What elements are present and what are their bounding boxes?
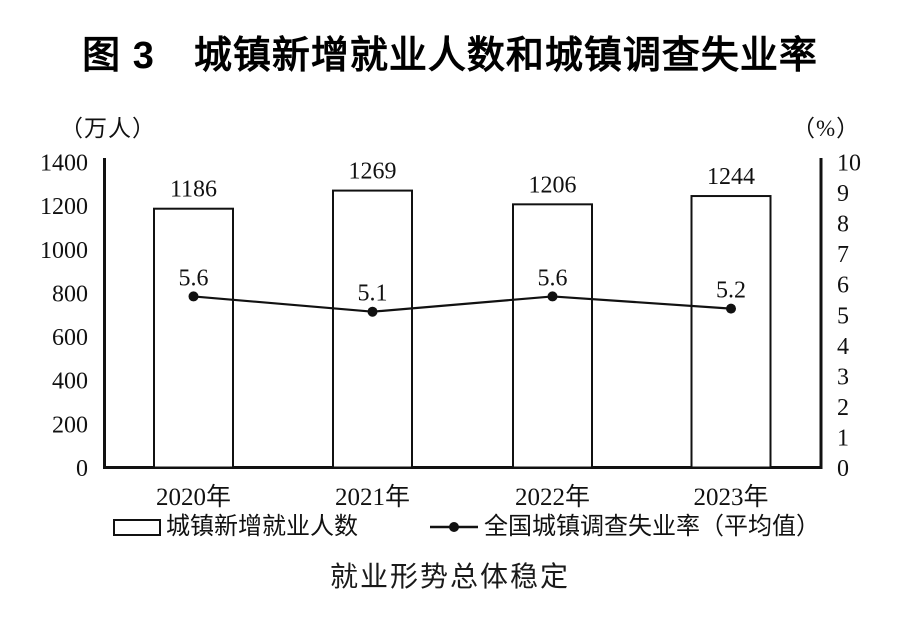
line-value-label: 5.2 — [716, 278, 746, 304]
left-axis-unit-label: （万人） — [60, 116, 156, 141]
right-axis-tick-label: 8 — [837, 212, 849, 238]
bar-2023年 — [690, 195, 772, 469]
line-series-label: 全国城镇调查失业率（平均值） — [484, 514, 820, 540]
bar-2020年 — [153, 207, 234, 469]
left-axis-tick-label: 1400 — [40, 151, 88, 177]
right-axis-tick-label: 1 — [837, 425, 849, 451]
line-value-label: 5.6 — [179, 265, 209, 291]
legend-item-bars: 城镇新增就业人数 — [113, 513, 358, 541]
bar-value-label: 1244 — [707, 164, 755, 190]
right-axis-tick-label: 2 — [837, 395, 849, 421]
x-axis-category-label: 2020年 — [156, 483, 231, 511]
right-axis-tick-label: 10 — [837, 151, 861, 177]
right-axis-unit-label: （%） — [792, 116, 861, 141]
x-axis-category-label: 2022年 — [515, 483, 590, 511]
left-axis-tick-label: 600 — [52, 325, 88, 351]
chart-title: 图 3 城镇新增就业人数和城镇调查失业率 — [82, 35, 818, 77]
left-axis-tick-label: 800 — [52, 281, 88, 307]
line-value-label: 5.6 — [538, 265, 568, 291]
line-series-swatch-icon — [430, 522, 478, 532]
bar-value-label: 1269 — [349, 159, 397, 185]
line-point-2022年 — [547, 291, 558, 302]
right-axis-tick-label: 9 — [837, 181, 849, 207]
left-axis-tick-label: 1200 — [40, 194, 88, 220]
line-value-label: 5.1 — [358, 281, 388, 307]
right-axis-tick-label: 0 — [837, 456, 849, 482]
bar-2021年 — [332, 189, 413, 469]
right-axis-tick-label: 7 — [837, 242, 849, 268]
bar-series-swatch-icon — [113, 518, 161, 536]
bar-value-label: 1186 — [170, 177, 217, 203]
bar-2022年 — [512, 203, 593, 469]
right-axis-tick-label: 5 — [837, 303, 849, 329]
right-axis-tick-label: 6 — [837, 273, 849, 299]
chart-legend: 城镇新增就业人数 全国城镇调查失业率（平均值） — [0, 513, 900, 543]
line-point-2023年 — [726, 303, 736, 314]
left-axis-tick-label: 1000 — [40, 238, 88, 264]
right-axis-tick-label: 3 — [837, 364, 849, 390]
unemployment-rate-line — [193, 295, 732, 313]
x-axis-category-label: 2021年 — [335, 483, 410, 511]
bar-series-label: 城镇新增就业人数 — [166, 514, 358, 540]
right-axis-tick-label: 4 — [837, 334, 849, 360]
line-point-2020年 — [188, 291, 199, 302]
figure-caption: 就业形势总体稳定 — [329, 562, 570, 593]
legend-item-line: 全国城镇调查失业率（平均值） — [430, 513, 820, 541]
left-axis-tick-label: 400 — [52, 369, 88, 395]
bar-value-label: 1206 — [529, 172, 577, 198]
left-axis-tick-label: 0 — [76, 456, 88, 482]
line-point-2021年 — [367, 306, 378, 317]
left-axis-tick-label: 200 — [52, 412, 88, 438]
x-axis-category-label: 2023年 — [693, 483, 768, 511]
